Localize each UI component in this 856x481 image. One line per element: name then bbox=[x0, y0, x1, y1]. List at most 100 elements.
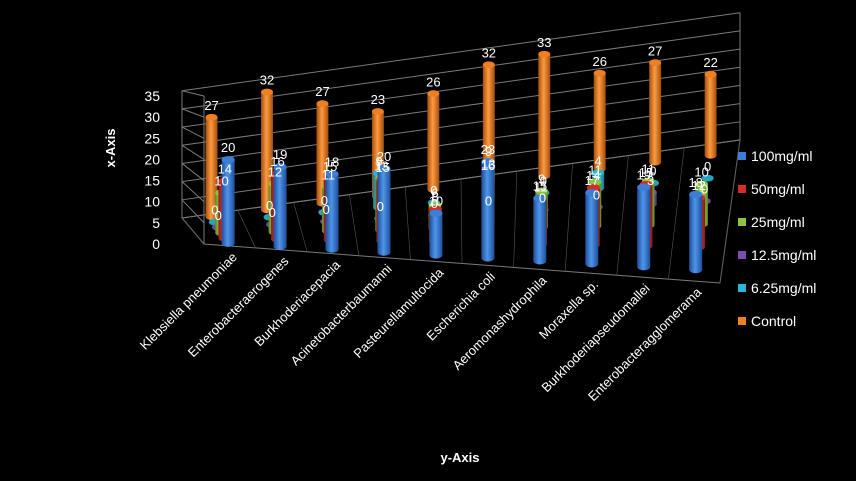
data-label: 18 bbox=[325, 154, 339, 169]
bar bbox=[316, 103, 329, 204]
bar-top bbox=[535, 187, 548, 195]
data-label: 13 bbox=[481, 157, 495, 172]
legend-label: 12.5mg/ml bbox=[751, 247, 816, 263]
bar-top bbox=[429, 209, 443, 217]
data-label: 0 bbox=[269, 205, 276, 220]
y-tick-label: 5 bbox=[152, 215, 160, 231]
category-labels: Klebsiella pneumoniaeEnterobacteraerogen… bbox=[137, 249, 705, 404]
data-label: 0 bbox=[321, 193, 328, 208]
data-label: 17 bbox=[585, 173, 599, 188]
data-label: 0 bbox=[211, 203, 218, 218]
data-label: 27 bbox=[315, 84, 329, 99]
data-label: 6 bbox=[431, 185, 438, 200]
y-tick-label: 35 bbox=[144, 88, 160, 104]
data-label: 23 bbox=[481, 142, 495, 157]
legend-label: 6.25mg/ml bbox=[751, 280, 816, 296]
legend-label: 50mg/ml bbox=[751, 181, 805, 197]
bar-top bbox=[377, 164, 391, 173]
category-label: Enterobacteraerogenes bbox=[185, 253, 292, 360]
legend: 100mg/ml 50mg/ml 25mg/ml 12.5mg/ml 6.25mg/ml… bbox=[738, 148, 816, 329]
legend-label: 25mg/ml bbox=[751, 214, 805, 230]
data-label: 0 bbox=[539, 190, 546, 205]
category-label: Klebsiella pneumoniae bbox=[137, 249, 240, 352]
data-label: 27 bbox=[204, 98, 218, 113]
data-label: 0 bbox=[215, 208, 222, 223]
y-tick-label: 10 bbox=[144, 194, 160, 210]
data-label: 0 bbox=[323, 202, 330, 217]
y-tick-label: 30 bbox=[144, 109, 160, 125]
bar-top bbox=[593, 69, 606, 77]
floor-divider bbox=[181, 217, 205, 245]
bar bbox=[637, 187, 651, 267]
legend-swatch bbox=[738, 317, 746, 325]
legend-label: 100mg/ml bbox=[751, 148, 812, 164]
data-label: 9 bbox=[485, 144, 492, 159]
data-label: 15 bbox=[376, 160, 390, 175]
data-label: 14 bbox=[218, 161, 232, 176]
y-tick-label: 15 bbox=[144, 173, 160, 189]
floor-divider bbox=[719, 139, 741, 284]
bar bbox=[481, 161, 495, 258]
gridline bbox=[181, 30, 741, 110]
floor-divider bbox=[513, 171, 518, 268]
bar bbox=[205, 117, 218, 217]
legend-swatch bbox=[738, 185, 746, 193]
data-label: 9 bbox=[376, 154, 383, 169]
category-label: Acinetobacterbaumanni bbox=[288, 261, 395, 368]
data-label: 0 bbox=[266, 198, 273, 213]
gridline bbox=[181, 84, 741, 164]
bar bbox=[261, 91, 273, 210]
bars bbox=[205, 50, 717, 274]
data-label: 20 bbox=[377, 149, 391, 164]
data-label: 8 bbox=[432, 190, 439, 205]
data-label: 12 bbox=[691, 178, 705, 193]
bar bbox=[538, 54, 551, 176]
data-label: 11 bbox=[534, 179, 548, 194]
data-label: 0 bbox=[649, 164, 656, 179]
bar bbox=[482, 64, 495, 183]
data-label: 18 bbox=[688, 175, 702, 190]
data-label: 14 bbox=[586, 168, 600, 183]
floor-divider bbox=[237, 210, 256, 249]
data-label: 10 bbox=[429, 194, 443, 209]
y-tick-label: 20 bbox=[144, 151, 160, 167]
bar-top bbox=[261, 88, 273, 96]
data-label: 0 bbox=[704, 159, 711, 174]
data-label: 10 bbox=[694, 165, 708, 180]
data-label: 10 bbox=[214, 173, 228, 188]
data-label: 23 bbox=[371, 92, 385, 107]
bar bbox=[533, 198, 547, 261]
bar bbox=[585, 192, 599, 264]
gridline bbox=[181, 163, 205, 181]
legend-swatch bbox=[738, 218, 746, 226]
bar bbox=[371, 111, 384, 197]
data-label: 0 bbox=[430, 183, 437, 198]
legend-swatch bbox=[738, 251, 746, 259]
data-label: 0 bbox=[485, 193, 492, 208]
floor-divider bbox=[349, 194, 360, 256]
legend-label: Control bbox=[751, 313, 796, 329]
floor-divider bbox=[668, 147, 685, 280]
data-label: 0 bbox=[540, 173, 547, 188]
bar-top bbox=[273, 163, 287, 171]
bar-top bbox=[538, 50, 551, 58]
floor-divider bbox=[404, 186, 411, 260]
data-label: 0 bbox=[377, 199, 384, 214]
gridline bbox=[181, 12, 741, 92]
category-label: Pasteurellamultocida bbox=[350, 265, 446, 361]
data-label: 4 bbox=[595, 153, 602, 168]
bar bbox=[427, 93, 440, 190]
bar-top bbox=[695, 180, 708, 188]
floor-divider bbox=[616, 155, 629, 276]
data-label: 12 bbox=[268, 164, 282, 179]
data-label: 16 bbox=[481, 158, 495, 173]
category-label: Burkhoderiapseudomallei bbox=[538, 281, 652, 395]
bar bbox=[429, 213, 443, 255]
data-label: 11 bbox=[642, 162, 656, 177]
gridline bbox=[181, 66, 741, 146]
data-label: 11 bbox=[321, 167, 335, 182]
y-axis-ticks: 0 5 10 15 20 25 30 35 bbox=[144, 88, 160, 252]
data-label: 3 bbox=[647, 173, 654, 188]
data-label: 33 bbox=[537, 35, 551, 50]
